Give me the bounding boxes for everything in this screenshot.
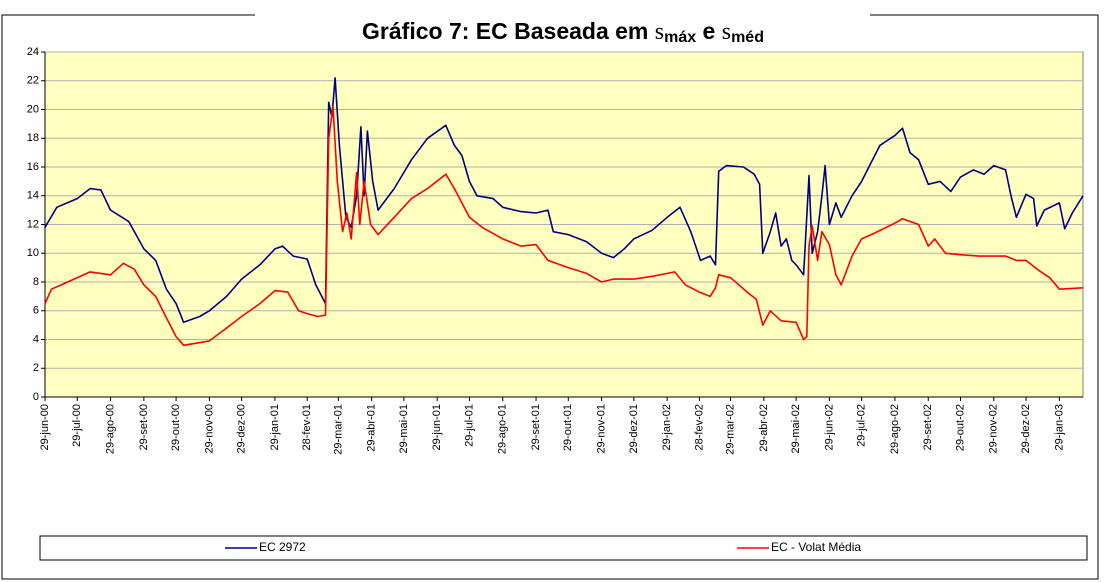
x-tick-label: 29-out-02 bbox=[954, 404, 966, 451]
legend bbox=[39, 535, 1088, 561]
x-tick-label: 28-fev-02 bbox=[693, 404, 705, 450]
x-tick-label: 29-jun-00 bbox=[39, 404, 51, 450]
x-tick-label: 29-set-02 bbox=[922, 404, 934, 450]
y-tick-label: 24 bbox=[27, 46, 39, 58]
x-tick-label: 29-jul-00 bbox=[71, 404, 83, 447]
x-tick-label: 29-nov-00 bbox=[203, 404, 215, 454]
x-tick-label: 29-nov-02 bbox=[988, 404, 1000, 454]
x-tick-label: 29-dez-00 bbox=[236, 404, 248, 454]
legend-text: EC 2972 bbox=[259, 540, 306, 554]
x-tick-label: 29-nov-01 bbox=[596, 404, 608, 454]
x-tick-label: 29-set-00 bbox=[138, 404, 150, 450]
x-tick-label: 29-jan-02 bbox=[661, 404, 673, 450]
y-tick-label: 18 bbox=[27, 132, 39, 144]
y-tick-label: 10 bbox=[27, 247, 39, 259]
x-tick-label: 29-ago-02 bbox=[889, 404, 901, 454]
x-tick-label: 29-set-01 bbox=[530, 404, 542, 450]
series-line bbox=[44, 105, 1084, 347]
y-tick-label: 6 bbox=[33, 305, 39, 317]
x-tick-label: 29-out-00 bbox=[170, 404, 182, 451]
x-tick-label: 29-ago-00 bbox=[104, 404, 116, 454]
x-tick-label: 29-dez-02 bbox=[1020, 404, 1032, 454]
y-tick-label: 0 bbox=[33, 391, 39, 403]
title-box bbox=[255, 8, 870, 51]
x-tick-label: 29-jun-02 bbox=[823, 404, 835, 450]
x-tick-label: 29-mai-02 bbox=[790, 404, 802, 454]
x-tick-label: 29-jan-01 bbox=[269, 404, 281, 450]
y-tick-label: 4 bbox=[33, 333, 39, 345]
y-tick-label: 16 bbox=[27, 161, 39, 173]
x-tick-label: 29-abr-01 bbox=[366, 404, 378, 452]
x-tick-label: 29-mar-01 bbox=[332, 404, 344, 455]
chart-title: Gráfico 7: EC Baseada em smáx e sméd bbox=[362, 18, 764, 49]
y-tick-label: 2 bbox=[33, 362, 39, 374]
legend-text: EC - Volat Média bbox=[771, 540, 861, 554]
x-tick-label: 29-jul-02 bbox=[856, 404, 868, 447]
y-tick-label: 22 bbox=[27, 75, 39, 87]
x-tick-label: 29-dez-01 bbox=[628, 404, 640, 454]
x-tick-label: 29-mai-01 bbox=[398, 404, 410, 454]
x-tick-label: 29-out-01 bbox=[562, 404, 574, 451]
x-tick-label: 28-fev-01 bbox=[301, 404, 313, 450]
y-tick-label: 12 bbox=[27, 218, 39, 230]
x-tick-label: 29-mar-02 bbox=[724, 404, 736, 455]
y-tick-label: 14 bbox=[27, 190, 39, 202]
x-tick-label: 29-ago-01 bbox=[497, 404, 509, 454]
y-tick-label: 20 bbox=[27, 103, 39, 115]
x-tick-label: 29-jan-03 bbox=[1053, 404, 1065, 450]
series-line bbox=[44, 77, 1084, 324]
x-tick-label: 29-jun-01 bbox=[431, 404, 443, 450]
y-tick-label: 8 bbox=[33, 276, 39, 288]
x-tick-label: 29-abr-02 bbox=[758, 404, 770, 452]
x-tick-label: 29-jul-01 bbox=[463, 404, 475, 447]
